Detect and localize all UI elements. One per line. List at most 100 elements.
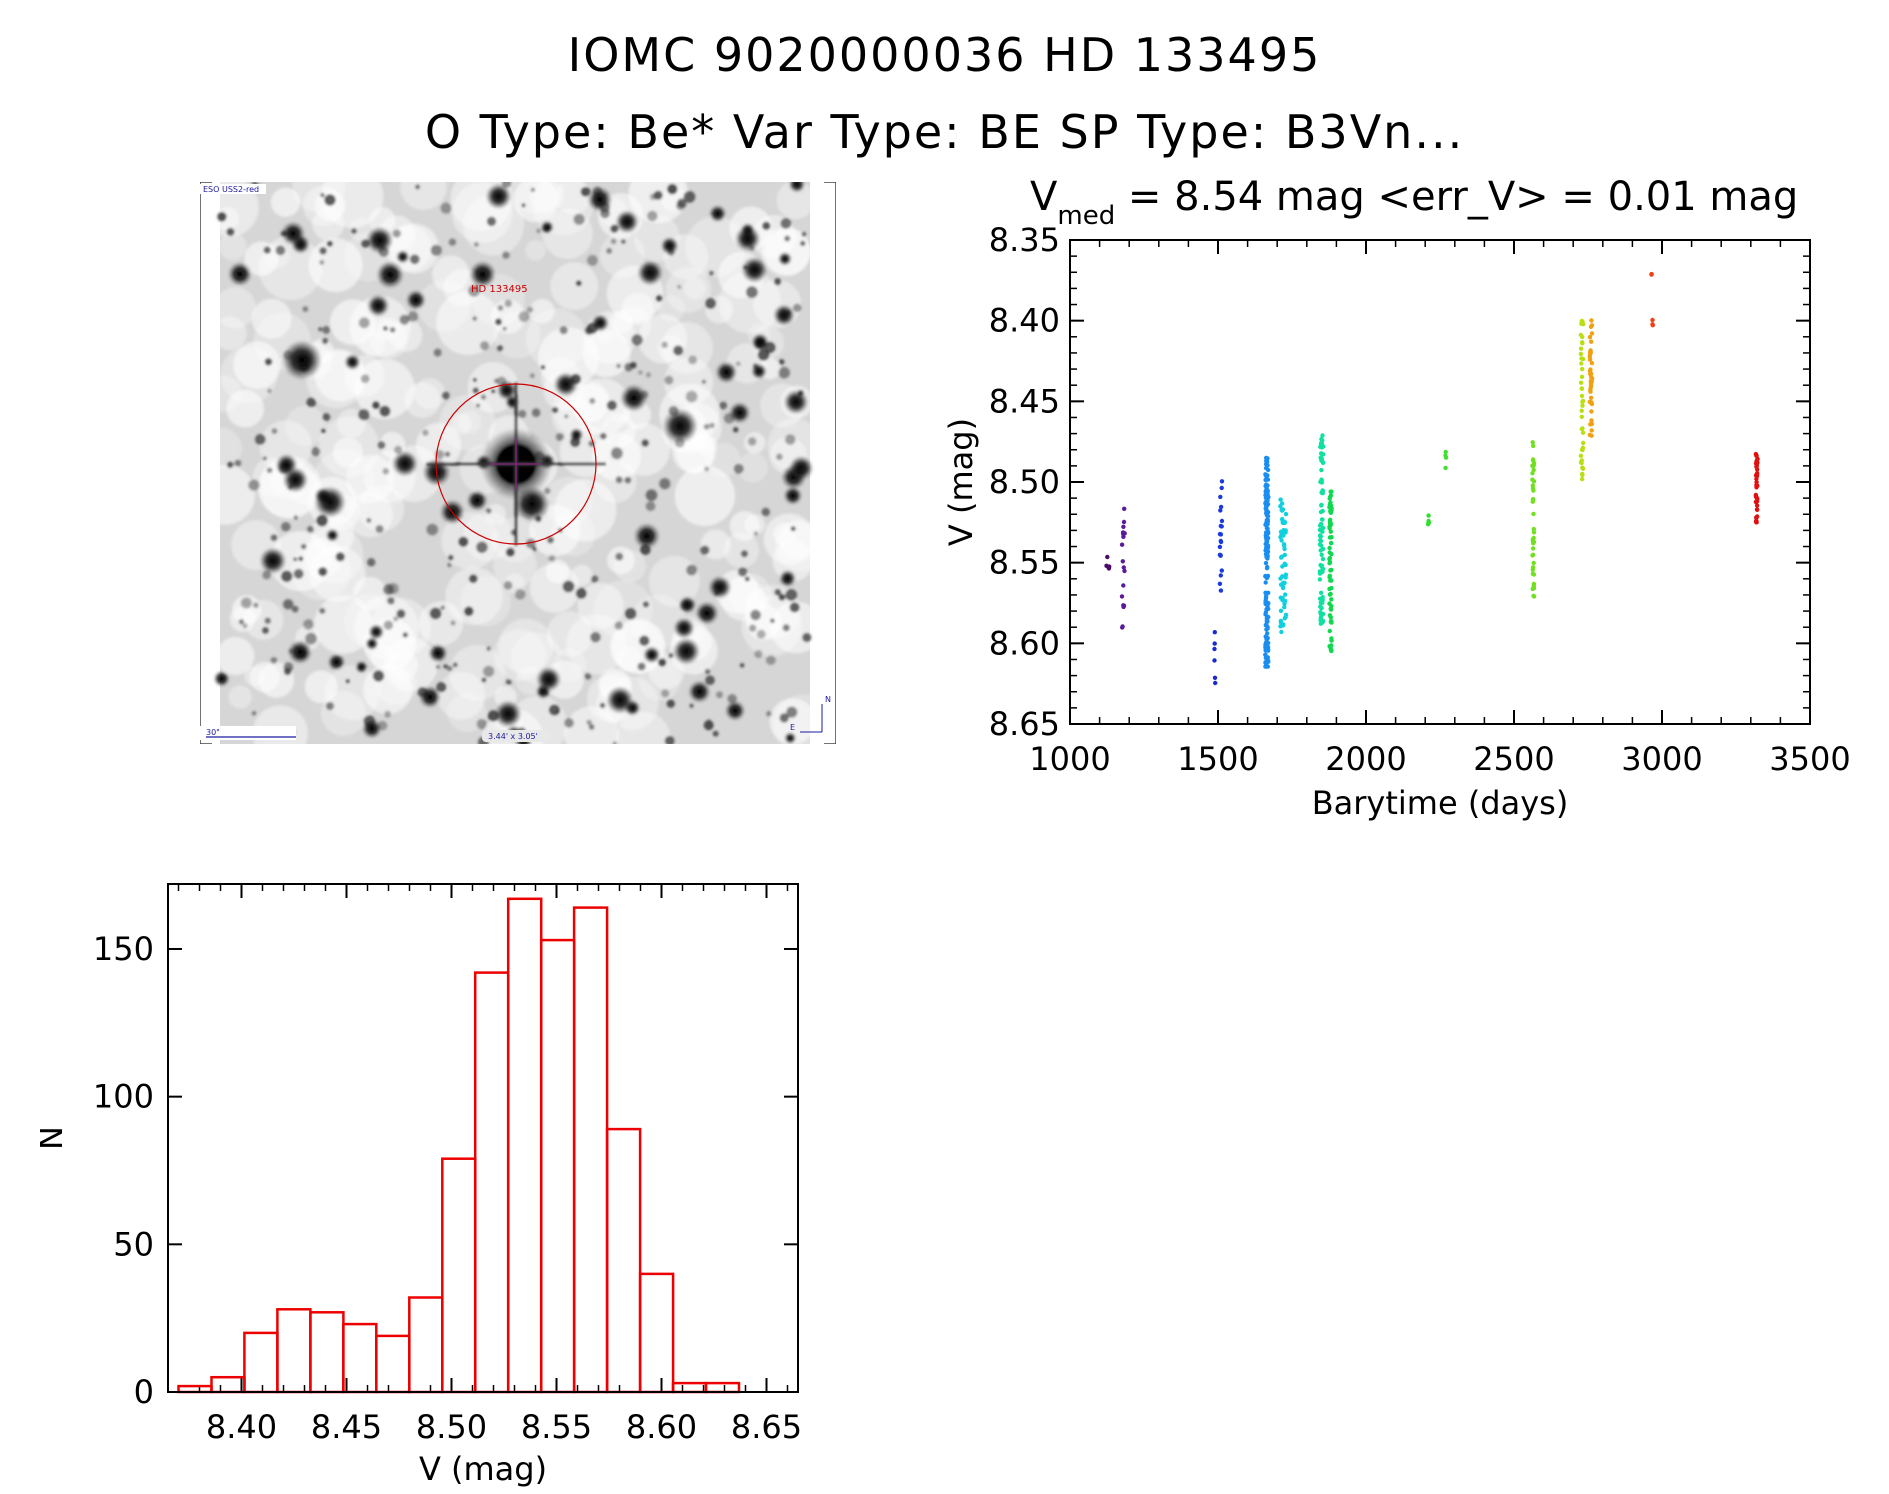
light-curve-frame: [1069, 239, 1811, 725]
star: [366, 294, 390, 317]
star: [709, 422, 715, 429]
star: [362, 718, 382, 739]
light-curve-point: [1218, 494, 1223, 500]
light-curve-point: [1579, 361, 1584, 366]
light-curve-chart: Vmed = 8.54 mag <err_V> = 0.01 mag 1000 1…: [942, 174, 1851, 822]
star: [428, 643, 448, 663]
star: [382, 467, 390, 475]
star: [326, 240, 333, 247]
star: [234, 459, 242, 467]
star: [784, 732, 797, 744]
star: [270, 534, 278, 542]
light-curve-point: [1578, 351, 1584, 357]
star: [302, 306, 309, 312]
histogram-x-tick-label: 8.65: [731, 1408, 802, 1446]
light-curve-point: [1265, 619, 1270, 624]
light-curve-point: [1320, 488, 1325, 493]
star: [433, 348, 442, 357]
star: [377, 441, 386, 450]
star: [605, 247, 613, 255]
star: [303, 619, 314, 630]
light-curve-point: [1282, 561, 1287, 566]
star: [676, 201, 685, 211]
histogram-bar: [572, 906, 609, 1394]
star: [494, 318, 502, 326]
light-curve-point: [1279, 629, 1284, 635]
star: [660, 236, 679, 255]
histogram-x-tick-label: 8.45: [311, 1408, 382, 1446]
object-label: HD 133495: [471, 284, 528, 295]
star: [683, 190, 696, 203]
star: [801, 232, 807, 237]
light-curve-point: [1265, 553, 1270, 558]
star: [555, 432, 565, 442]
star: [564, 414, 569, 419]
star: [552, 406, 559, 414]
star: [735, 361, 741, 367]
light-curve-point: [1320, 546, 1326, 552]
light-curve-point: [1121, 519, 1127, 525]
light-curve-point: [1217, 544, 1223, 550]
star: [316, 514, 328, 527]
finding-chart-image: ESO USS2-red HD 133495 30" 3.44' x 3.05'…: [200, 182, 836, 744]
light-curve-point: [1263, 506, 1268, 511]
star: [327, 653, 346, 671]
star: [463, 606, 474, 617]
light-curve-point: [1754, 473, 1760, 478]
histogram-y-tick-label: 100: [93, 1078, 154, 1116]
light-curve-point: [1218, 539, 1224, 545]
light-curve-point: [1265, 658, 1271, 663]
star: [703, 423, 710, 430]
star: [688, 680, 711, 703]
star: [673, 617, 695, 639]
light-curve-point: [1328, 529, 1333, 534]
light-curve-point: [1580, 366, 1585, 372]
star: [770, 618, 775, 624]
light-curve-point: [1278, 497, 1283, 502]
star: [391, 450, 419, 477]
light-curve-point: [1327, 505, 1332, 510]
light-curve-point: [1320, 556, 1326, 562]
star: [384, 710, 391, 718]
star: [468, 284, 481, 297]
light-curve-point: [1531, 463, 1536, 468]
light-curve-point: [1265, 526, 1270, 531]
star: [440, 605, 445, 610]
star: [584, 672, 592, 680]
histogram-x-tick-label: 8.50: [416, 1408, 487, 1446]
star: [747, 437, 757, 446]
star: [262, 456, 267, 461]
star: [440, 202, 452, 214]
star: [228, 262, 252, 286]
star: [360, 374, 370, 384]
star: [387, 597, 395, 605]
star: [615, 476, 623, 484]
star: [415, 184, 421, 190]
star: [733, 463, 744, 474]
star: [372, 670, 385, 682]
histogram-bar: [342, 1322, 378, 1394]
light-curve-point: [1278, 618, 1284, 624]
light-curve-point: [1650, 317, 1655, 323]
light-curve-point: [1263, 652, 1268, 657]
star: [778, 593, 786, 601]
star: [789, 602, 800, 613]
light-curve-point: [1282, 616, 1287, 621]
light-curve-point: [1530, 553, 1535, 558]
star: [253, 602, 259, 608]
star: [745, 286, 758, 299]
star: [293, 515, 298, 520]
star: [518, 409, 527, 418]
light-curve-point: [1426, 520, 1432, 525]
star: [367, 558, 376, 567]
star: [443, 664, 448, 669]
star: [733, 427, 739, 433]
light-curve-point: [1531, 511, 1536, 517]
light-curve-point: [1320, 508, 1325, 514]
light-curve-point: [1531, 560, 1536, 566]
star: [213, 670, 230, 687]
star: [472, 387, 480, 394]
light-curve-point: [1320, 620, 1325, 625]
light-curve-point: [1266, 601, 1271, 606]
star: [716, 691, 723, 699]
